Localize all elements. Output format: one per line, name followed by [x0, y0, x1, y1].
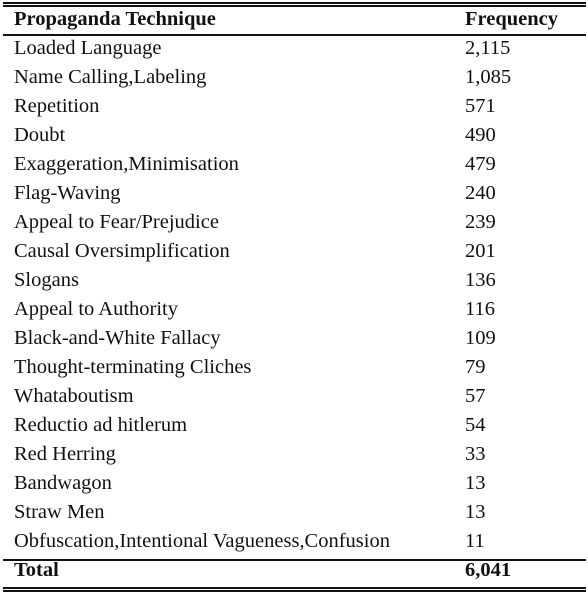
table-row: Loaded Language 2,115 — [3, 34, 586, 63]
frequency-cell: 54 — [465, 414, 486, 436]
table-row: Causal Oversimplification 201 — [3, 237, 586, 266]
frequency-cell: 11 — [465, 530, 485, 552]
frequency-cell: 240 — [465, 182, 496, 204]
technique-cell: Causal Oversimplification — [14, 240, 230, 262]
technique-cell: Appeal to Fear/Prejudice — [14, 211, 219, 233]
table-row: Appeal to Authority 116 — [3, 295, 586, 324]
table-row: Appeal to Fear/Prejudice 239 — [3, 208, 586, 237]
frequency-cell: 116 — [465, 298, 495, 320]
table-row: Black-and-White Fallacy 109 — [3, 324, 586, 353]
total-top-rule — [3, 559, 586, 561]
total-row: Total 6,041 — [3, 556, 586, 585]
technique-cell: Whataboutism — [14, 385, 134, 407]
technique-cell: Red Herring — [14, 443, 116, 465]
table-row: Whataboutism 57 — [3, 382, 586, 411]
frequency-cell: 79 — [465, 356, 486, 378]
frequency-cell: 109 — [465, 327, 496, 349]
bottom-rule-outer — [3, 590, 586, 592]
frequency-cell: 239 — [465, 211, 496, 233]
technique-cell: Straw Men — [14, 501, 105, 523]
total-frequency: 6,041 — [465, 559, 512, 581]
frequency-cell: 57 — [465, 385, 486, 407]
table-row: Straw Men 13 — [3, 498, 586, 527]
frequency-cell: 201 — [465, 240, 496, 262]
frequency-cell: 479 — [465, 153, 496, 175]
technique-cell: Repetition — [14, 95, 100, 117]
top-rule-outer — [3, 2, 586, 4]
frequency-cell: 1,085 — [465, 66, 512, 88]
frequency-cell: 13 — [465, 501, 486, 523]
technique-cell: Obfuscation,Intentional Vagueness,Confus… — [14, 530, 390, 552]
table-body: Loaded Language 2,115 Name Calling,Labelin… — [3, 34, 586, 556]
technique-cell: Black-and-White Fallacy — [14, 327, 221, 349]
top-rule-inner — [3, 5, 586, 7]
table-row: Slogans 136 — [3, 266, 586, 295]
header-frequency: Frequency — [465, 8, 559, 30]
table-header-row: Propaganda Technique Frequency — [3, 5, 586, 34]
frequency-cell: 571 — [465, 95, 496, 117]
table-row: Reductio ad hitlerum 54 — [3, 411, 586, 440]
table-row: Repetition 571 — [3, 92, 586, 121]
bottom-rule-inner — [3, 587, 586, 589]
table-row: Exaggeration,Minimisation 479 — [3, 150, 586, 179]
table-row: Thought-terminating Cliches 79 — [3, 353, 586, 382]
technique-cell: Doubt — [14, 124, 66, 146]
header-rule — [3, 34, 586, 36]
table-row: Red Herring 33 — [3, 440, 586, 469]
propaganda-frequency-table: Propaganda Technique Frequency Loaded La… — [3, 5, 586, 585]
table-row: Flag-Waving 240 — [3, 179, 586, 208]
technique-cell: Name Calling,Labeling — [14, 66, 207, 88]
table-row: Doubt 490 — [3, 121, 586, 150]
total-label: Total — [14, 559, 59, 581]
technique-cell: Loaded Language — [14, 37, 162, 59]
technique-cell: Bandwagon — [14, 472, 112, 494]
frequency-cell: 13 — [465, 472, 486, 494]
technique-cell: Reductio ad hitlerum — [14, 414, 188, 436]
frequency-cell: 33 — [465, 443, 486, 465]
technique-cell: Flag-Waving — [14, 182, 121, 204]
frequency-cell: 136 — [465, 269, 496, 291]
technique-cell: Exaggeration,Minimisation — [14, 153, 239, 175]
technique-cell: Slogans — [14, 269, 79, 291]
table-row: Bandwagon 13 — [3, 469, 586, 498]
frequency-cell: 2,115 — [465, 37, 511, 59]
header-technique: Propaganda Technique — [14, 8, 216, 30]
frequency-cell: 490 — [465, 124, 496, 146]
technique-cell: Appeal to Authority — [14, 298, 178, 320]
table-row: Obfuscation,Intentional Vagueness,Confus… — [3, 527, 586, 556]
table-row: Name Calling,Labeling 1,085 — [3, 63, 586, 92]
technique-cell: Thought-terminating Cliches — [14, 356, 252, 378]
